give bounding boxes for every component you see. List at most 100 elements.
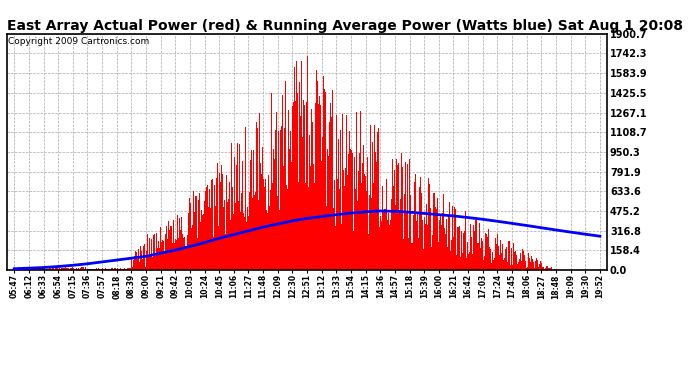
Bar — [130, 268, 131, 270]
Bar — [456, 255, 457, 270]
Bar — [131, 259, 132, 270]
Bar — [375, 152, 376, 270]
Bar — [122, 268, 123, 270]
Bar — [99, 269, 100, 270]
Bar — [125, 269, 126, 270]
Bar — [319, 96, 320, 270]
Bar — [294, 67, 295, 270]
Bar — [362, 163, 363, 270]
Bar — [445, 234, 446, 270]
Bar — [112, 268, 113, 270]
Bar — [381, 221, 382, 270]
Bar — [505, 249, 506, 270]
Bar — [112, 269, 114, 270]
Bar — [213, 237, 214, 270]
Bar — [257, 128, 258, 270]
Bar — [182, 234, 184, 270]
Bar — [315, 103, 316, 270]
Bar — [475, 225, 476, 270]
Bar — [499, 255, 500, 270]
Bar — [241, 193, 242, 270]
Bar — [263, 179, 264, 270]
Bar — [407, 234, 408, 270]
Bar — [159, 237, 161, 270]
Bar — [469, 252, 470, 270]
Bar — [298, 182, 299, 270]
Bar — [336, 114, 337, 270]
Bar — [57, 267, 58, 270]
Bar — [94, 269, 95, 270]
Bar — [17, 268, 19, 270]
Bar — [542, 267, 543, 270]
Bar — [329, 122, 330, 270]
Bar — [320, 105, 321, 270]
Bar — [42, 268, 43, 270]
Bar — [397, 165, 398, 270]
Bar — [516, 255, 517, 270]
Bar — [156, 233, 157, 270]
Bar — [133, 260, 134, 270]
Bar — [247, 207, 248, 270]
Bar — [181, 216, 182, 270]
Bar — [444, 228, 445, 270]
Bar — [39, 268, 40, 270]
Bar — [69, 269, 70, 270]
Bar — [473, 225, 474, 270]
Bar — [192, 225, 193, 270]
Bar — [323, 76, 324, 270]
Bar — [242, 136, 244, 270]
Bar — [71, 268, 72, 270]
Bar — [80, 268, 81, 270]
Bar — [207, 185, 208, 270]
Bar — [137, 259, 138, 270]
Bar — [453, 237, 454, 270]
Bar — [287, 189, 288, 270]
Bar — [307, 56, 308, 270]
Bar — [405, 162, 406, 270]
Bar — [260, 163, 261, 270]
Bar — [455, 209, 456, 270]
Bar — [100, 268, 101, 270]
Bar — [316, 70, 317, 270]
Bar — [63, 267, 64, 270]
Bar — [383, 211, 384, 270]
Bar — [513, 243, 514, 270]
Bar — [496, 244, 497, 270]
Bar — [379, 227, 380, 270]
Bar — [217, 167, 219, 270]
Bar — [19, 268, 20, 270]
Bar — [384, 209, 385, 270]
Bar — [351, 150, 352, 270]
Bar — [368, 148, 369, 270]
Bar — [292, 185, 293, 270]
Bar — [157, 248, 158, 270]
Bar — [274, 159, 275, 270]
Bar — [364, 174, 365, 270]
Bar — [197, 237, 198, 270]
Bar — [467, 243, 468, 270]
Bar — [363, 145, 364, 270]
Bar — [295, 101, 296, 270]
Bar — [460, 256, 461, 270]
Bar — [420, 177, 421, 270]
Bar — [261, 174, 262, 270]
Bar — [305, 183, 306, 270]
Bar — [59, 268, 60, 270]
Bar — [511, 252, 512, 270]
Bar — [476, 220, 477, 270]
Bar — [459, 226, 460, 270]
Bar — [167, 239, 168, 270]
Bar — [28, 268, 29, 270]
Bar — [519, 259, 520, 270]
Bar — [517, 256, 518, 270]
Bar — [87, 269, 88, 270]
Bar — [526, 268, 527, 270]
Bar — [429, 184, 431, 270]
Bar — [266, 210, 267, 270]
Bar — [409, 159, 410, 270]
Bar — [335, 126, 337, 270]
Bar — [489, 247, 490, 270]
Bar — [143, 246, 144, 270]
Bar — [372, 142, 373, 270]
Bar — [402, 167, 403, 270]
